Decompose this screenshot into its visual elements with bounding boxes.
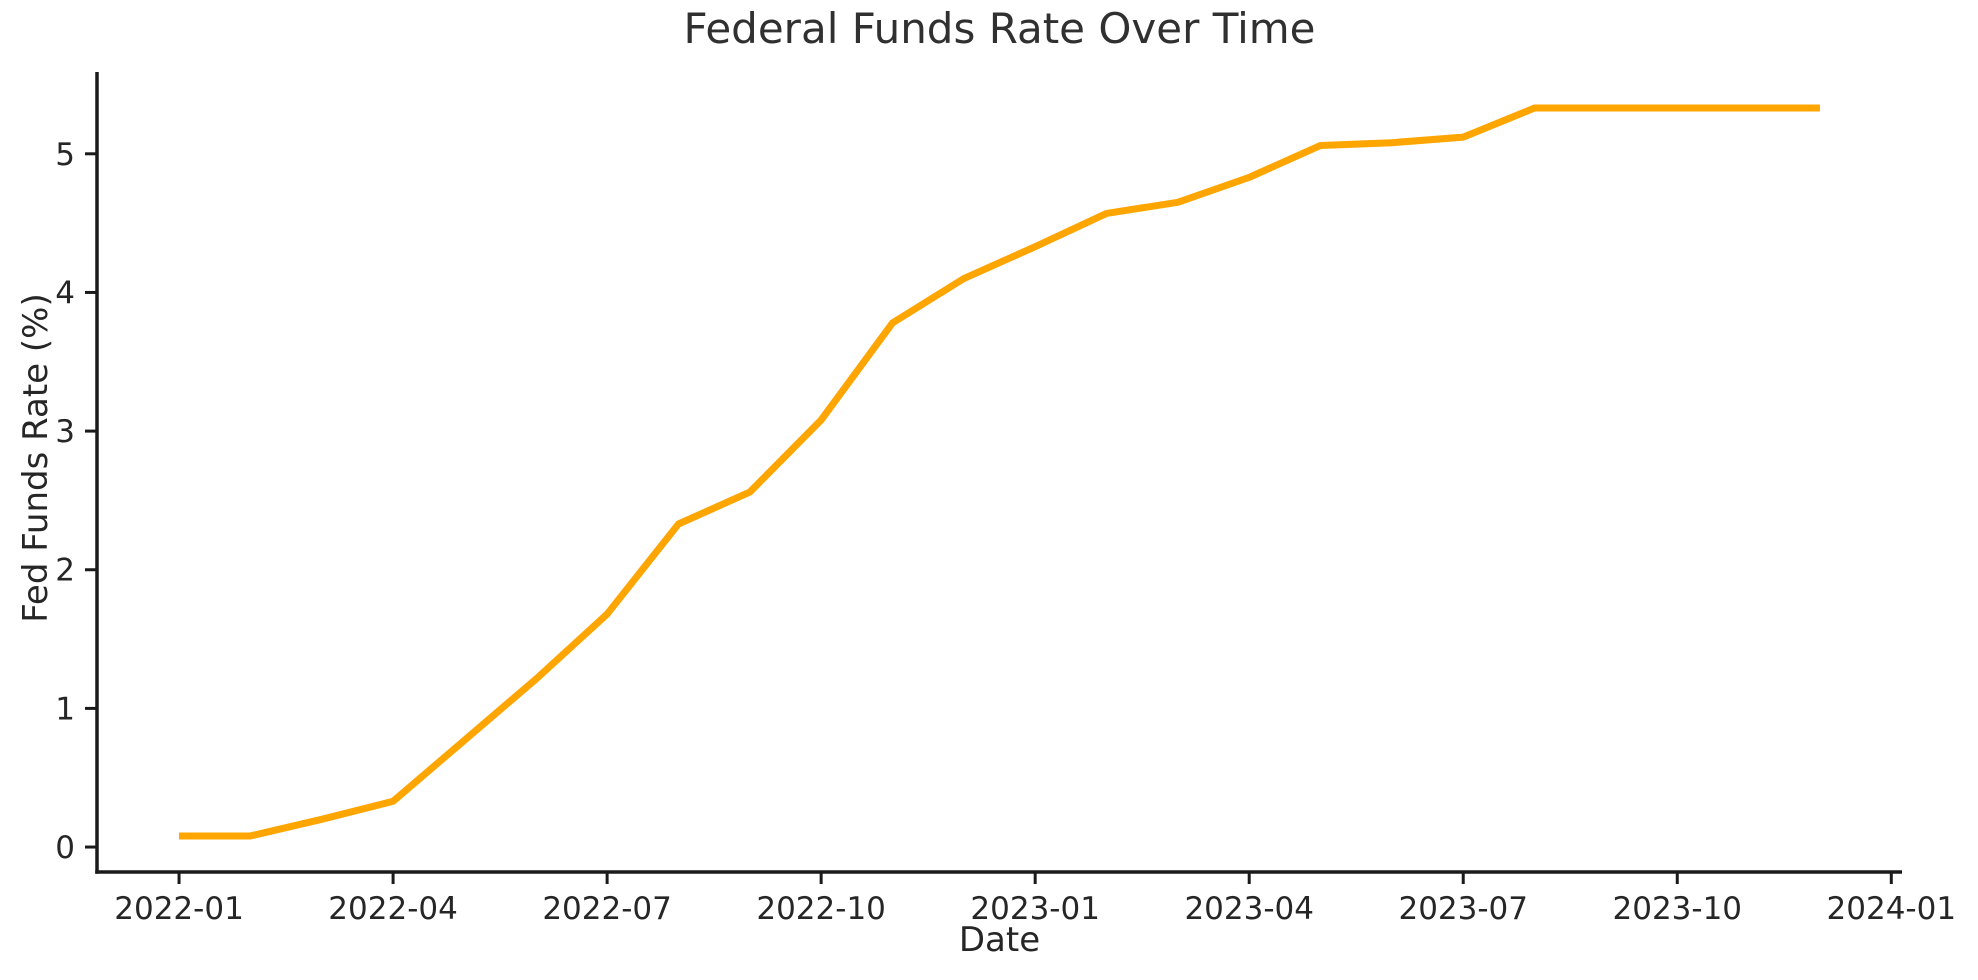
y-tick-label: 3 bbox=[55, 414, 75, 450]
x-tick-label: 2023-04 bbox=[1184, 891, 1314, 927]
chart-title: Federal Funds Rate Over Time bbox=[683, 4, 1316, 53]
x-tick-label: 2023-01 bbox=[970, 891, 1100, 927]
y-tick-label: 1 bbox=[55, 691, 75, 727]
x-tick-label: 2023-07 bbox=[1398, 891, 1528, 927]
x-tick-label: 2023-10 bbox=[1613, 891, 1743, 927]
x-tick-label: 2022-07 bbox=[542, 891, 672, 927]
y-tick-label: 2 bbox=[55, 553, 75, 589]
x-tick-label: 2024-01 bbox=[1827, 891, 1957, 927]
x-tick-label: 2022-10 bbox=[756, 891, 886, 927]
x-tick-label: 2022-01 bbox=[114, 891, 244, 927]
fed-funds-rate-line bbox=[179, 104, 1820, 840]
y-tick-label: 4 bbox=[55, 275, 75, 311]
y-tick-label: 5 bbox=[55, 137, 75, 173]
x-tick-label: 2022-04 bbox=[328, 891, 458, 927]
x-axis-label: Date bbox=[958, 920, 1041, 960]
y-tick-label: 0 bbox=[55, 830, 75, 866]
